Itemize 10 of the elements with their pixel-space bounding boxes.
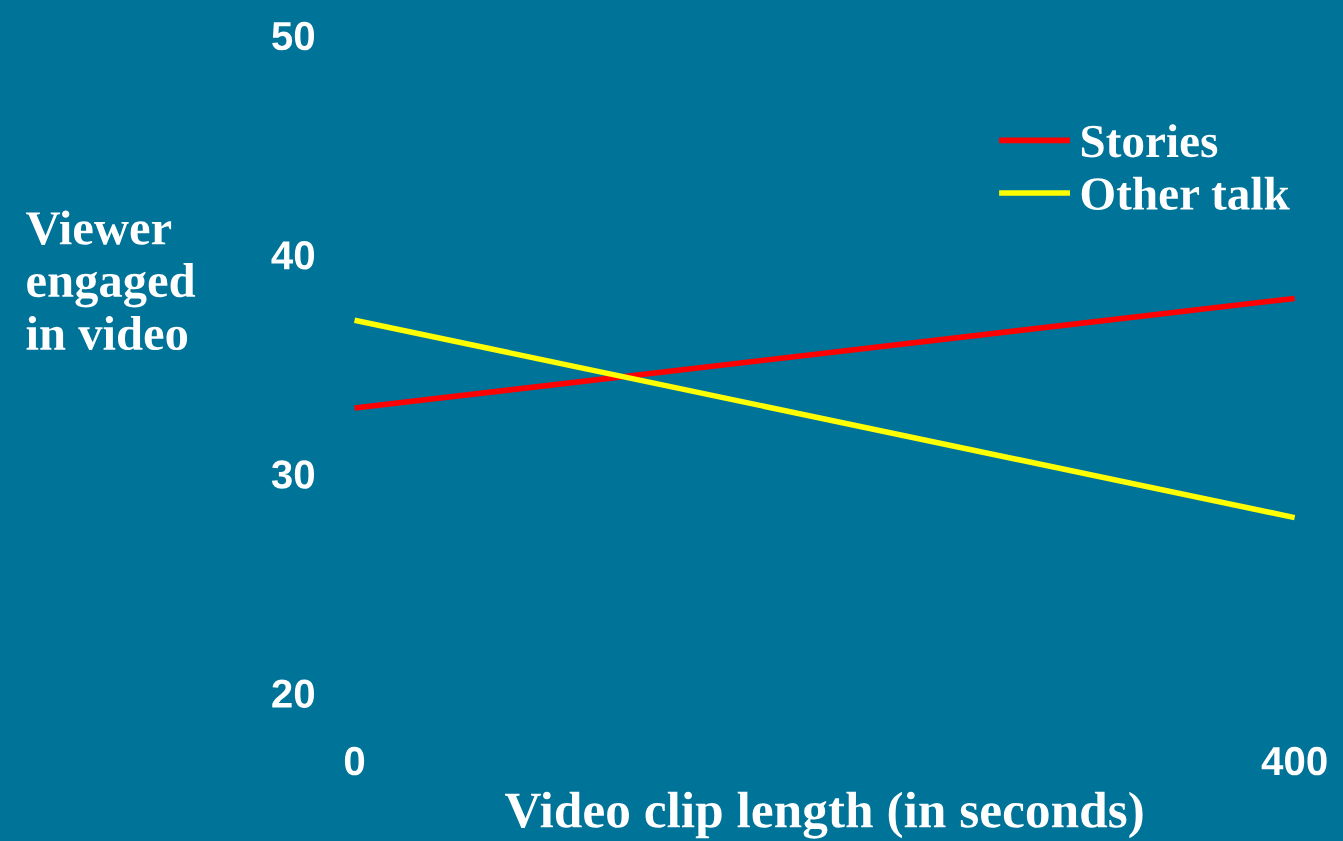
y-tick-label: 40 bbox=[271, 241, 315, 270]
legend-label: Stories bbox=[1081, 124, 1218, 158]
legend-label: Other talk bbox=[1081, 176, 1290, 210]
y-tick-label: 20 bbox=[272, 679, 315, 708]
x-axis-title: Video clip length (in seconds) bbox=[504, 791, 1143, 839]
x-tick-label: 400 bbox=[1261, 746, 1327, 776]
x-tick-label: 0 bbox=[344, 746, 365, 776]
y-axis-title: Viewer engaged in video bbox=[26, 210, 196, 351]
y-tick-label: 50 bbox=[272, 21, 315, 51]
y-tick-label: 30 bbox=[271, 460, 315, 489]
